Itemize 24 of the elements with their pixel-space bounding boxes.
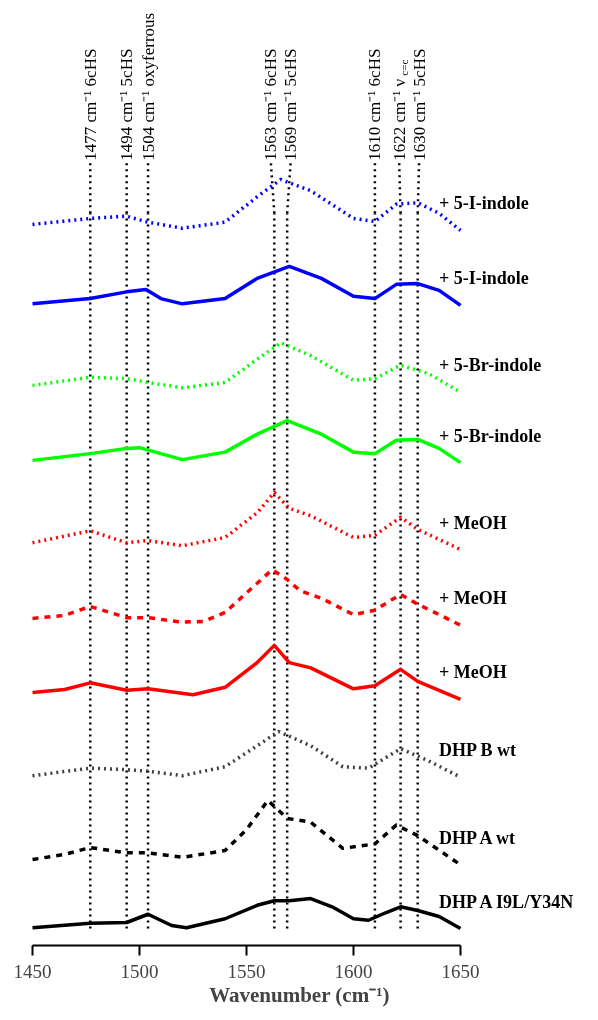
ref-line-label: 1504 cm⁻¹ oxyferrous: [138, 12, 158, 161]
series-label: DHP B wt: [439, 740, 517, 761]
ref-line-label: 1610 cm⁻¹ 6cHS: [365, 48, 385, 161]
series-label: + MeOH: [439, 662, 507, 683]
x-tick-label: 1550: [227, 960, 266, 982]
series-label: DHP A I9L/Y34N: [439, 891, 574, 912]
series-label: DHP A wt: [439, 827, 516, 848]
ref-line-label: 1494 cm⁻¹ 5cHS: [117, 48, 137, 161]
ref-line-label: 1630 cm⁻¹ 5cHS: [409, 48, 429, 161]
series-label: + 5-Br-indole: [439, 425, 542, 446]
x-tick-label: 1650: [441, 960, 480, 982]
x-tick-label: 1500: [120, 960, 159, 982]
ref-line-label: 1569 cm⁻¹ 5cHS: [281, 48, 301, 161]
ref-line-label: 1622 cm⁻¹ νc=c: [389, 59, 411, 161]
x-axis-title: Wavenumber (cm⁻¹): [209, 982, 390, 1007]
ref-line-label: 1563 cm⁻¹ 6cHS: [261, 48, 281, 161]
series-label: + 5-I-indole: [439, 193, 529, 214]
ref-line-label: 1477 cm⁻¹ 6cHS: [80, 48, 100, 161]
series-label: + MeOH: [439, 512, 507, 533]
series-label: + 5-I-indole: [439, 268, 529, 289]
x-tick-label: 1600: [334, 960, 373, 982]
series-label: + MeOH: [439, 588, 507, 609]
x-tick-label: 1450: [13, 960, 52, 982]
series-label: + 5-Br-indole: [439, 355, 542, 376]
